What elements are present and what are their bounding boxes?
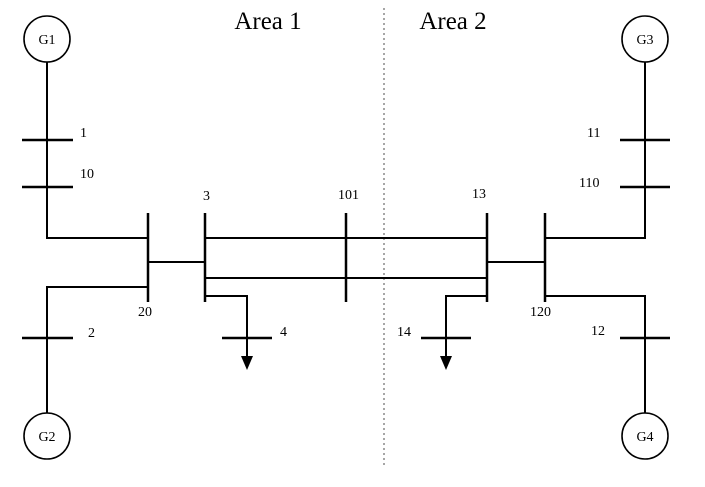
bus-11-label: 11 bbox=[587, 126, 600, 141]
generator-g4: G4 bbox=[621, 412, 669, 460]
bus-101-label: 101 bbox=[338, 188, 359, 203]
bus-12-label: 12 bbox=[591, 324, 605, 339]
load-4-feeder bbox=[205, 295, 248, 358]
bus-13-label: 13 bbox=[472, 187, 486, 202]
g4-circle bbox=[621, 412, 669, 460]
g2-circle bbox=[23, 412, 71, 460]
g1-circle bbox=[23, 15, 71, 63]
generator-g3: G3 bbox=[621, 15, 669, 63]
load-14-arrow bbox=[440, 356, 452, 370]
bus-120-label: 120 bbox=[530, 305, 551, 320]
g4-feeder bbox=[545, 295, 646, 413]
area-2-label: Area 2 bbox=[419, 8, 486, 35]
bus-2-label: 2 bbox=[88, 326, 95, 341]
bus-20-label: 20 bbox=[138, 305, 152, 320]
bus-3-label: 3 bbox=[203, 189, 210, 204]
load-4-arrow bbox=[241, 356, 253, 370]
load-14-feeder bbox=[445, 295, 487, 358]
bus-1-label: 1 bbox=[80, 126, 87, 141]
bus-14-label: 14 bbox=[397, 325, 411, 340]
g2-feeder bbox=[46, 286, 148, 413]
area-1-label: Area 1 bbox=[234, 8, 301, 35]
g1-feeder bbox=[46, 62, 148, 239]
bus-110-label: 110 bbox=[579, 176, 599, 191]
g1-label: G1 bbox=[38, 33, 55, 48]
g4-label: G4 bbox=[636, 430, 653, 445]
g3-label: G3 bbox=[636, 33, 653, 48]
g2-label: G2 bbox=[38, 430, 55, 445]
g3-circle bbox=[621, 15, 669, 63]
g3-feeder bbox=[545, 62, 646, 239]
generator-g1: G1 bbox=[23, 15, 71, 63]
generator-g2: G2 bbox=[23, 412, 71, 460]
bus-4-label: 4 bbox=[280, 325, 287, 340]
bus-10-label: 10 bbox=[80, 167, 94, 182]
